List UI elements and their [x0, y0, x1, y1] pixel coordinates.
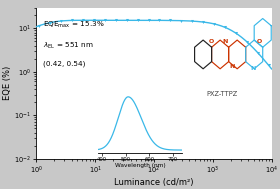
- Text: EQE$_{\rm max}$ = 15.3%: EQE$_{\rm max}$ = 15.3%: [43, 20, 105, 30]
- Y-axis label: EQE (%): EQE (%): [3, 66, 12, 100]
- Text: (0.42, 0.54): (0.42, 0.54): [43, 60, 86, 67]
- X-axis label: Luminance (cd/m²): Luminance (cd/m²): [114, 178, 194, 187]
- Text: $\lambda_{\rm EL}$ = 551 nm: $\lambda_{\rm EL}$ = 551 nm: [43, 41, 94, 51]
